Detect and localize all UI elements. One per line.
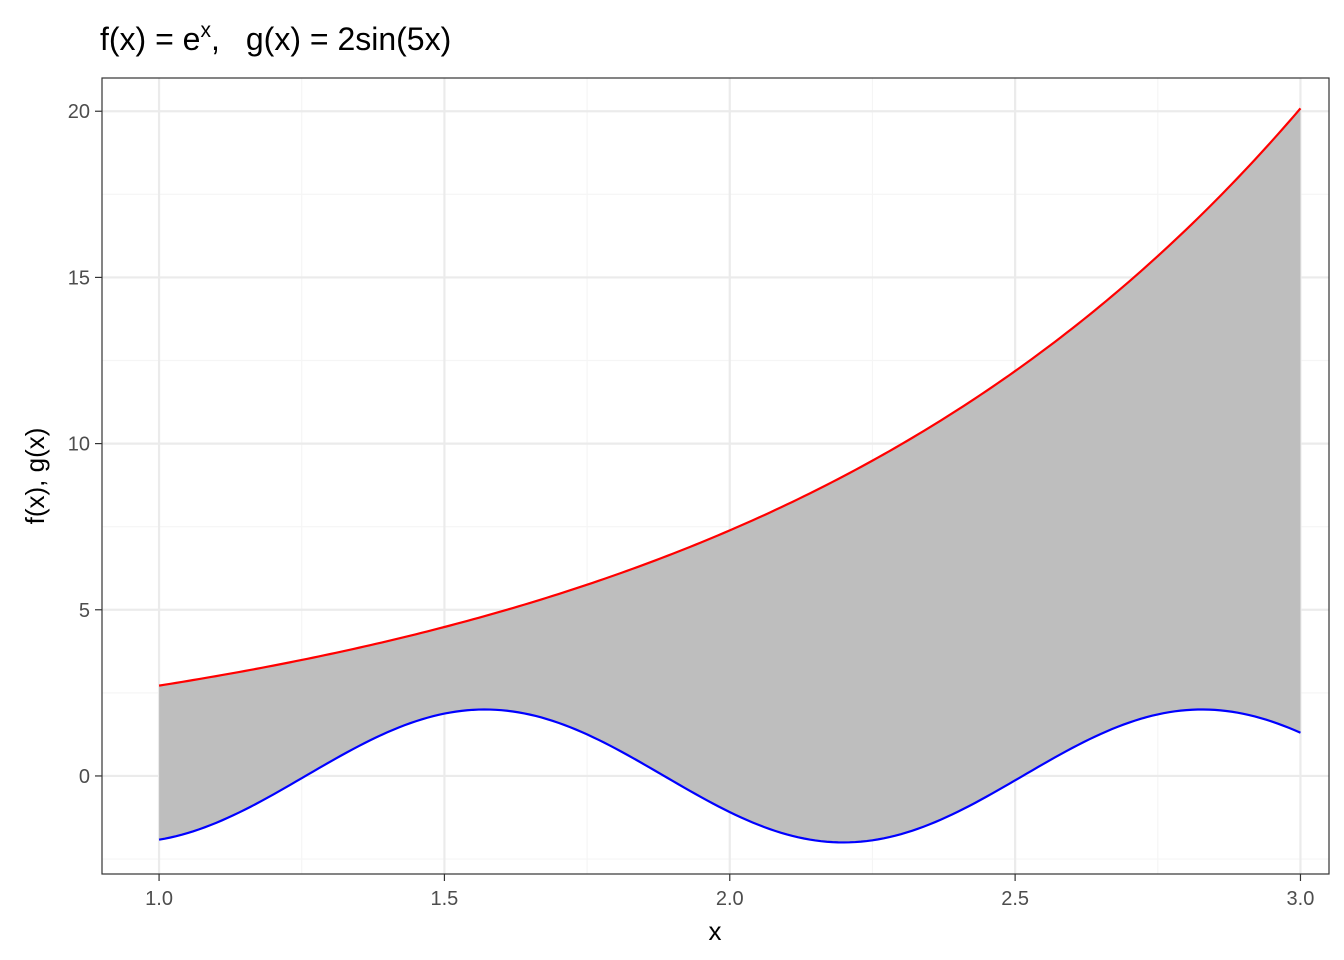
y-tick-label: 10 xyxy=(68,434,90,456)
x-tick-label: 1.0 xyxy=(145,888,173,910)
title-f-part: f(x) = e xyxy=(100,21,200,57)
title-g-part: g(x) = 2sin(5x) xyxy=(246,21,451,57)
chart-title: f(x) = ex, g(x) = 2sin(5x) xyxy=(100,19,451,57)
y-axis-title: f(x), g(x) xyxy=(20,428,50,525)
axis-ticks xyxy=(95,110,1302,881)
title-f-superscript: x xyxy=(200,19,211,42)
x-axis-title: x xyxy=(709,916,722,946)
x-tick-label: 2.5 xyxy=(1001,888,1029,910)
y-tick-label: 5 xyxy=(79,600,90,622)
y-tick-label: 15 xyxy=(68,267,90,289)
x-tick-label: 2.0 xyxy=(716,888,744,910)
x-tick-label: 3.0 xyxy=(1287,888,1315,910)
y-tick-label: 20 xyxy=(68,101,90,123)
title-separator: , xyxy=(211,21,220,57)
axis-tick-labels: 1.0 1.5 2.0 2.5 3.0 0 5 10 15 20 xyxy=(68,101,1315,910)
plot-border xyxy=(101,77,1330,875)
series-line-g xyxy=(158,708,1301,844)
x-tick-label: 1.5 xyxy=(431,888,459,910)
series-layer xyxy=(158,107,1302,844)
series-line-f xyxy=(158,107,1302,687)
area-between-curves xyxy=(159,108,1301,843)
y-tick-label: 0 xyxy=(79,766,90,788)
